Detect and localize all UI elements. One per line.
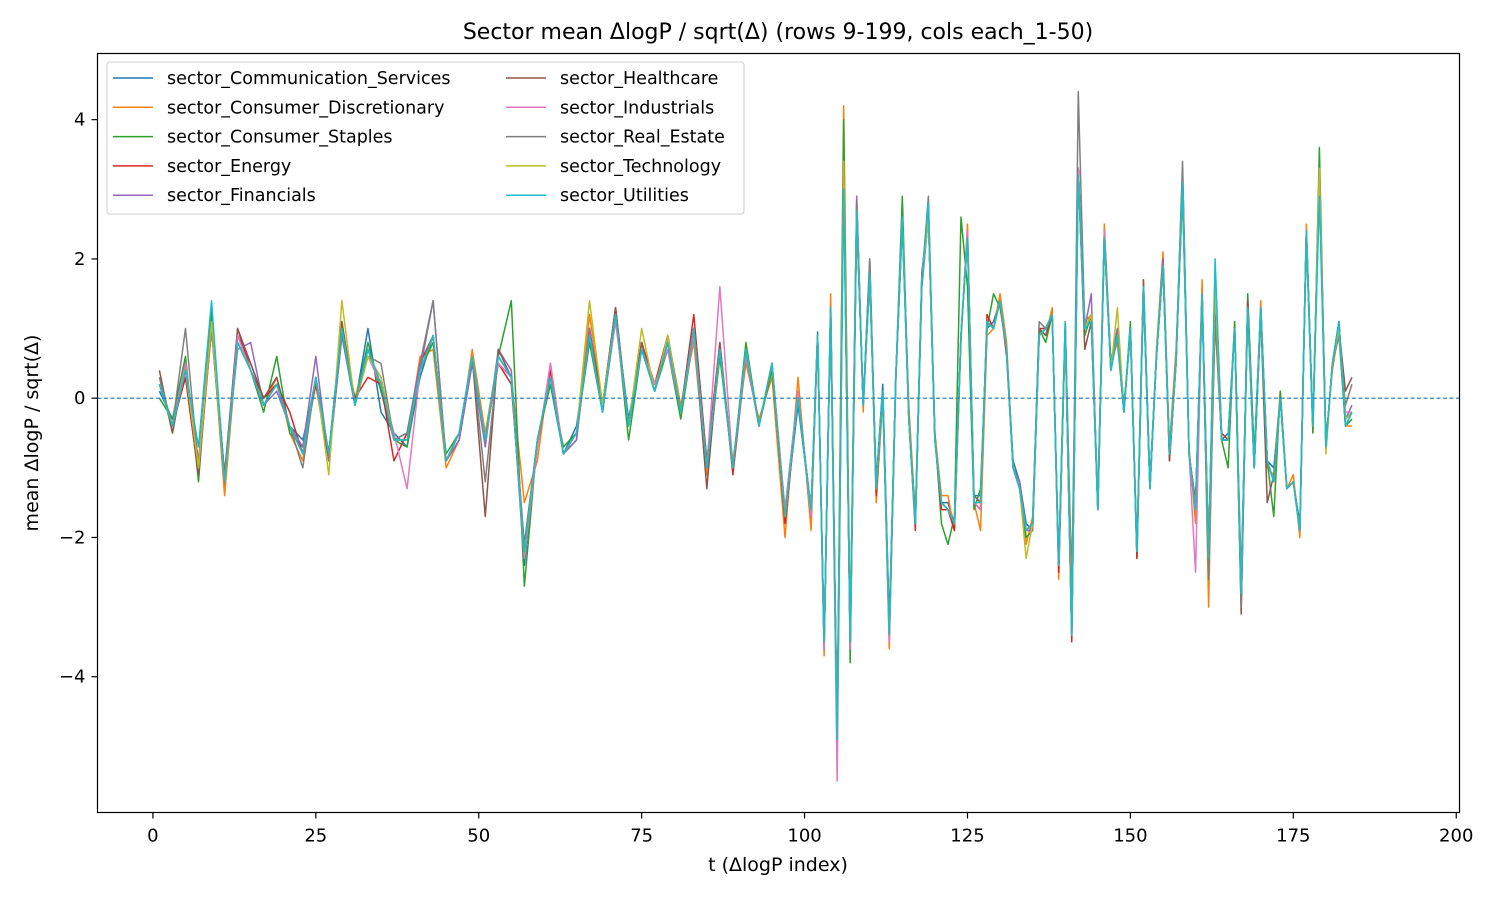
legend-label: sector_Healthcare xyxy=(560,69,718,89)
x-tick-label: 25 xyxy=(304,826,327,847)
x-tick-label: 200 xyxy=(1439,826,1473,847)
x-axis: 0 25 50 75 100 125 150 175 200 xyxy=(147,812,1473,847)
y-tick-label: −2 xyxy=(59,527,86,548)
legend-label: sector_Financials xyxy=(167,186,316,206)
x-tick-label: 0 xyxy=(147,826,158,847)
y-axis: 4 2 0 −2 −4 xyxy=(59,110,98,688)
legend-label: sector_Consumer_Discretionary xyxy=(167,98,444,118)
y-axis-label: mean ΔlogP / sqrt(Δ) xyxy=(21,335,43,532)
legend-label: sector_Energy xyxy=(167,157,291,177)
y-tick-label: −4 xyxy=(59,667,86,688)
legend-label: sector_Real_Estate xyxy=(560,128,725,148)
legend-label: sector_Utilities xyxy=(560,186,689,206)
legend-box xyxy=(106,61,745,215)
plot-frame xyxy=(96,52,1461,814)
y-tick-label: 4 xyxy=(74,110,85,131)
x-tick-label: 125 xyxy=(950,826,984,847)
legend: sector_Communication_Services sector_Cons… xyxy=(106,61,745,215)
legend-label: sector_Industrials xyxy=(560,98,714,118)
series-group xyxy=(97,91,1460,782)
y-tick-label: 0 xyxy=(74,388,85,409)
legend-label: sector_Communication_Services xyxy=(167,69,451,89)
x-tick-label: 50 xyxy=(467,826,490,847)
legend-label: sector_Consumer_Staples xyxy=(167,128,393,148)
x-tick-label: 100 xyxy=(787,826,821,847)
y-tick-label: 2 xyxy=(74,249,85,270)
x-axis-label: t (ΔlogP index) xyxy=(708,854,848,876)
x-tick-label: 175 xyxy=(1276,826,1310,847)
legend-label: sector_Technology xyxy=(560,157,721,177)
chart-title: Sector mean ΔlogP / sqrt(Δ) (rows 9-199,… xyxy=(463,20,1093,45)
x-tick-label: 75 xyxy=(630,826,653,847)
plot-area xyxy=(97,91,1460,782)
x-tick-label: 150 xyxy=(1113,826,1147,847)
series-line-sector-utilities xyxy=(158,174,1353,741)
